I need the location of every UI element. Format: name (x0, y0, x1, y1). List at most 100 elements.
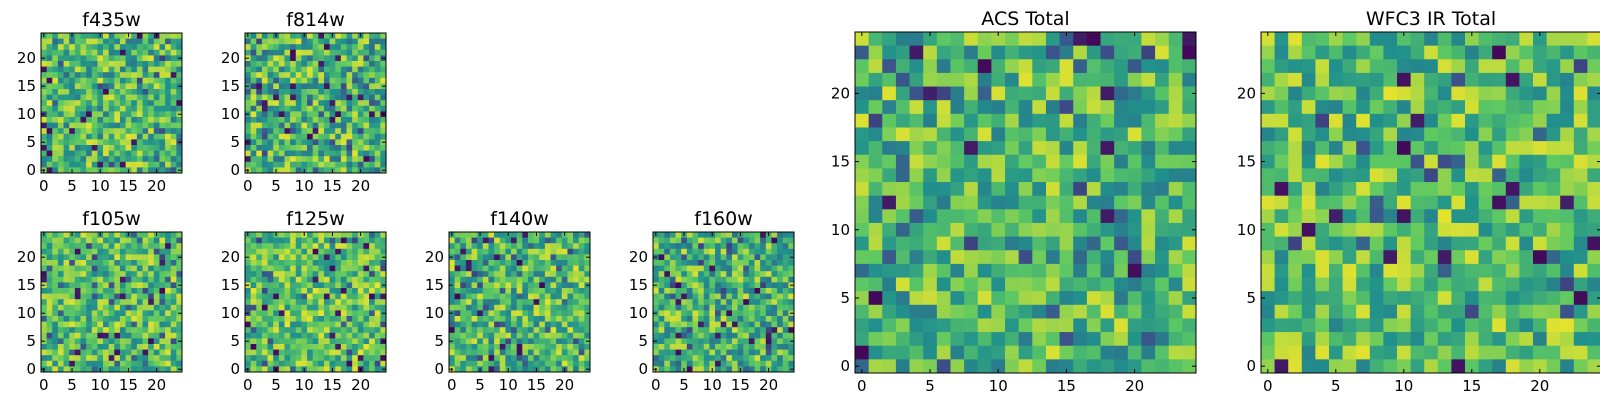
heatmap-cell-18-0 (1100, 359, 1115, 374)
heatmap-cell-16-7 (1073, 263, 1088, 278)
heatmap-cell-5-23 (923, 45, 938, 60)
heatmap-cell-23-10 (1168, 222, 1183, 238)
heatmap-cell-8-10 (494, 310, 501, 317)
heatmap-cell-19-15 (556, 282, 563, 289)
heatmap-cell-1-17 (868, 127, 883, 142)
heatmap-cell-13-1 (114, 161, 121, 168)
heatmap-cell-10-12 (97, 100, 104, 107)
heatmap-cell-10-18 (709, 265, 716, 272)
heatmap-cell-9-0 (91, 167, 98, 174)
heatmap-cell-6-17 (278, 271, 285, 278)
heatmap-cell-21-16 (159, 77, 166, 84)
heatmap-cell-11-4 (103, 344, 110, 351)
heatmap-cell-6-3 (936, 318, 951, 333)
heatmap-cell-6-18 (74, 265, 81, 272)
heatmap-cell-7-8 (488, 321, 495, 328)
heatmap-cell-9-11 (91, 105, 98, 112)
heatmap-cell-8-17 (698, 271, 705, 278)
heatmap-cell-5-20 (681, 254, 688, 261)
heatmap-cell-21-10 (567, 310, 574, 317)
heatmap-cell-17-21 (544, 248, 551, 255)
heatmap-cell-12-9 (312, 316, 319, 323)
heatmap-cell-0-3 (41, 150, 48, 157)
heatmap-cell-12-6 (516, 332, 523, 339)
heatmap-cell-15-15 (125, 83, 132, 90)
heatmap-cell-0-7 (653, 327, 660, 334)
heatmap-cell-11-18 (103, 66, 110, 73)
heatmap-cell-23-4 (1168, 304, 1183, 319)
heatmap-cell-10-2 (709, 355, 716, 362)
heatmap-cell-9-15 (977, 154, 992, 169)
heatmap-cell-3-17 (261, 271, 269, 278)
heatmap-cell-15-5 (125, 139, 132, 146)
heatmap-cell-18-18 (142, 66, 149, 73)
heatmap-cell-18-18 (550, 265, 557, 272)
heatmap-cell-4-15 (63, 83, 70, 90)
heatmap-cell-9-6 (977, 277, 992, 292)
heatmap-cell-14-14 (323, 89, 331, 96)
heatmap-cell-24-0 (1182, 359, 1197, 374)
heatmap-cell-12-13 (1018, 182, 1033, 197)
heatmap-cell-5-6 (273, 332, 280, 339)
heatmap-cell-0-18 (41, 265, 48, 272)
heatmap-cell-7-11 (950, 209, 965, 224)
heatmap-cell-6-15 (1342, 154, 1357, 169)
heatmap-cell-11-20 (715, 254, 722, 261)
heatmap-cell-2-23 (256, 38, 263, 45)
heatmap-cell-22-24 (1560, 32, 1575, 47)
heatmap-cell-6-7 (278, 128, 285, 135)
heatmap-cell-1-16 (454, 276, 461, 283)
heatmap-cell-10-4 (991, 304, 1006, 319)
heatmap-cell-3-9 (895, 236, 911, 251)
heatmap-cell-4-21 (471, 248, 478, 255)
heatmap-cell-20-20 (1533, 86, 1548, 101)
heatmap-cell-9-17 (703, 271, 710, 278)
heatmap-cell-5-10 (477, 310, 484, 317)
heatmap-cell-20-4 (153, 344, 160, 351)
heatmap-cell-4-1 (909, 345, 924, 360)
heatmap-cell-20-19 (153, 61, 160, 68)
heatmap-cell-17-3 (136, 349, 143, 356)
heatmap-cell-7-0 (80, 366, 87, 373)
heatmap-cell-24-4 (176, 344, 183, 351)
heatmap-cell-17-5 (340, 338, 347, 345)
heatmap-cell-8-19 (698, 260, 705, 267)
heatmap-cell-13-4 (318, 344, 325, 351)
heatmap-cell-18-15 (346, 282, 353, 289)
heatmap-cell-3-21 (1301, 72, 1316, 88)
heatmap-cell-5-18 (273, 265, 280, 272)
heatmap-cell-18-11 (1505, 209, 1520, 224)
heatmap-cell-3-0 (465, 366, 473, 373)
heatmap-cell-24-19 (1182, 100, 1197, 115)
heatmap-cell-4-15 (63, 282, 70, 289)
heatmap-cell-8-1 (86, 161, 93, 168)
heatmap-cell-15-23 (1465, 45, 1480, 60)
heatmap-cell-23-21 (170, 49, 177, 56)
heatmap-cell-3-14 (57, 288, 65, 295)
heatmap-cell-18-21 (346, 49, 353, 56)
heatmap-cell-8-15 (290, 282, 297, 289)
heatmap-cell-13-18 (522, 265, 529, 272)
heatmap-cell-20-15 (153, 282, 160, 289)
heatmap-cell-3-4 (57, 145, 65, 152)
heatmap-cell-20-1 (153, 161, 160, 168)
heatmap-cell-21-3 (1141, 318, 1156, 333)
heatmap-cell-14-3 (119, 349, 127, 356)
heatmap-cell-6-10 (1342, 222, 1357, 238)
heatmap-cell-15-9 (1059, 236, 1074, 251)
heatmap-cell-11-1 (307, 161, 314, 168)
heatmap-cell-16-9 (539, 316, 546, 323)
heatmap-cell-0-22 (41, 44, 48, 51)
heatmap-cell-3-23 (57, 38, 65, 45)
heatmap-cell-17-13 (340, 293, 347, 300)
heatmap-cell-14-20 (731, 254, 739, 261)
heatmap-cell-6-17 (936, 127, 951, 142)
heatmap-cell-20-5 (153, 139, 160, 146)
heatmap-cell-7-20 (80, 55, 87, 62)
heatmap-cell-17-7 (136, 128, 143, 135)
heatmap-cell-4-8 (471, 321, 478, 328)
heatmap-cell-8-17 (494, 271, 501, 278)
heatmap-cell-2-13 (460, 293, 467, 300)
heatmap-cell-13-16 (318, 77, 325, 84)
heatmap-cell-22-22 (165, 243, 172, 250)
